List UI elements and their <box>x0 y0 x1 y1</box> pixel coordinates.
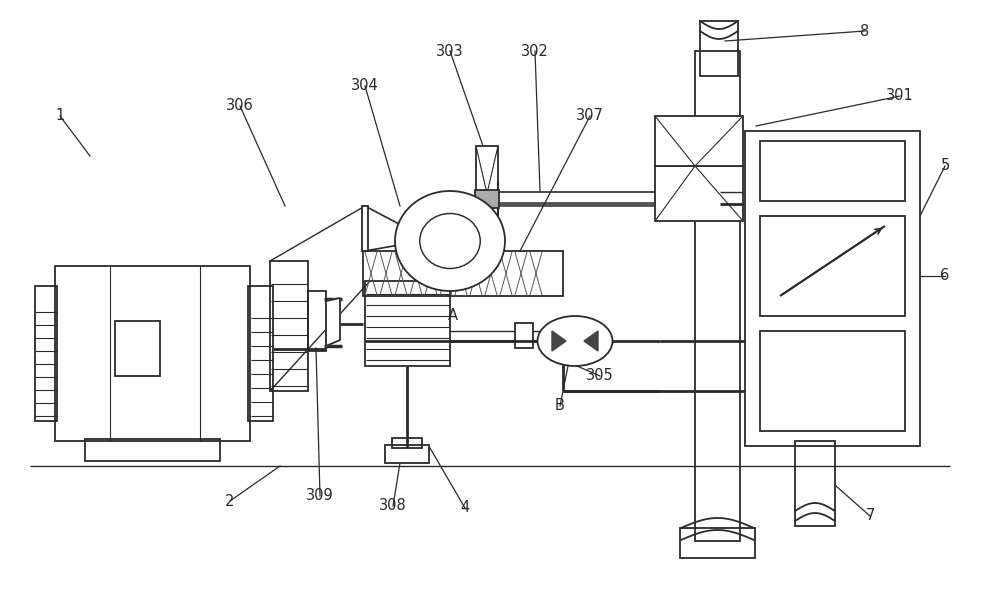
Polygon shape <box>552 331 566 351</box>
Bar <box>795 441 835 526</box>
Text: 308: 308 <box>379 498 407 514</box>
Bar <box>745 131 920 446</box>
Bar <box>680 528 755 558</box>
Bar <box>115 321 160 376</box>
Bar <box>392 438 422 448</box>
Text: 309: 309 <box>306 489 334 504</box>
Polygon shape <box>584 331 598 351</box>
Bar <box>365 281 450 366</box>
Text: 2: 2 <box>225 493 235 508</box>
Bar <box>362 206 368 251</box>
Bar <box>308 291 326 351</box>
Ellipse shape <box>395 191 505 291</box>
Text: 6: 6 <box>940 269 950 284</box>
Bar <box>760 331 905 431</box>
Bar <box>363 251 563 296</box>
Bar <box>35 286 57 421</box>
Text: 7: 7 <box>865 508 875 523</box>
Text: 301: 301 <box>886 88 914 104</box>
Text: 305: 305 <box>586 368 614 383</box>
Bar <box>475 190 499 208</box>
Bar <box>655 116 743 166</box>
Bar <box>760 216 905 316</box>
Text: 8: 8 <box>860 23 870 39</box>
Polygon shape <box>326 298 340 346</box>
Bar <box>515 323 533 348</box>
Bar <box>270 261 308 391</box>
Bar <box>476 146 498 241</box>
Bar <box>85 439 220 461</box>
Text: 306: 306 <box>226 98 254 113</box>
Text: 4: 4 <box>460 501 470 516</box>
Text: A: A <box>448 309 458 324</box>
Text: 1: 1 <box>55 108 65 123</box>
Text: 5: 5 <box>940 159 950 173</box>
Bar <box>700 21 738 76</box>
Bar <box>55 266 250 441</box>
Bar <box>695 51 740 541</box>
Text: 304: 304 <box>351 79 379 94</box>
Text: 307: 307 <box>576 108 604 123</box>
Bar <box>248 286 273 421</box>
Bar <box>655 166 743 221</box>
Text: 303: 303 <box>436 44 464 58</box>
Text: 302: 302 <box>521 44 549 58</box>
Bar <box>385 445 429 463</box>
Bar <box>760 141 905 201</box>
Ellipse shape <box>538 316 612 366</box>
Text: B: B <box>555 399 565 414</box>
